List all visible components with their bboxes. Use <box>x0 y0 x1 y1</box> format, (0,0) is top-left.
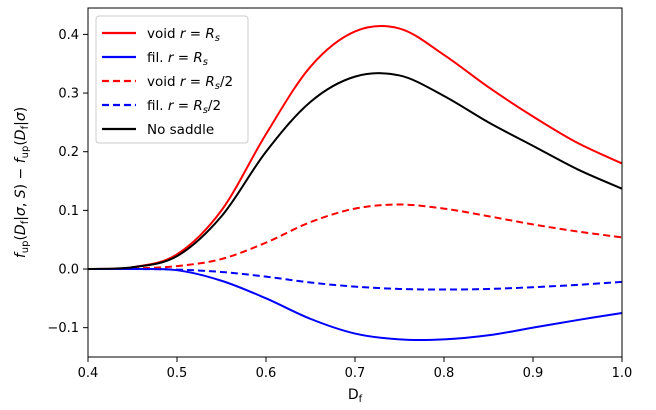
y-tick-label: 0.2 <box>58 145 79 160</box>
x-tick-label: 0.5 <box>167 366 188 381</box>
x-tick-label: 1.0 <box>612 366 633 381</box>
x-tick-label: 0.9 <box>523 366 544 381</box>
y-axis-label-text: fup(Df|σ, S) − fup(Df|σ) <box>13 107 31 258</box>
series-line-0 <box>87 25 623 271</box>
legend-label-4: No saddle <box>147 122 214 138</box>
legend: void r = Rs fil. r = Rs void r = Rs/2 fil. … <box>95 15 249 144</box>
legend-label-0: void r = Rs <box>147 26 220 44</box>
x-tick-label: 0.4 <box>78 366 99 381</box>
legend-label-1: fil. r = Rs <box>147 50 208 68</box>
y-tick-label: 0.3 <box>58 87 79 102</box>
y-tick-label: 0.0 <box>58 263 79 278</box>
series-line-4 <box>87 72 623 271</box>
y-tick-label: 0.1 <box>58 204 79 219</box>
series-line-1 <box>87 267 623 342</box>
x-axis-label: Df <box>348 387 363 405</box>
series-line-2 <box>87 203 623 271</box>
y-axis-label: fup(Df|σ, S) − fup(Df|σ) <box>13 107 31 258</box>
x-tick-label: 0.6 <box>256 366 277 381</box>
y-tick-label: −0.1 <box>47 321 79 336</box>
x-tick-label: 0.7 <box>345 366 366 381</box>
legend-box <box>95 15 249 144</box>
y-axis-ticks: −0.1 0.0 0.1 0.2 0.3 0.4 <box>47 28 88 336</box>
legend-label-2: void r = Rs/2 <box>147 74 233 92</box>
legend-label-3: fil. r = Rs/2 <box>147 98 221 116</box>
series-line-3 <box>87 267 623 291</box>
x-axis-ticks: 0.4 0.5 0.6 0.7 0.8 0.9 1.0 <box>78 357 633 381</box>
x-tick-label: 0.8 <box>434 366 455 381</box>
series-layer <box>87 25 623 342</box>
y-tick-label: 0.4 <box>58 28 79 43</box>
